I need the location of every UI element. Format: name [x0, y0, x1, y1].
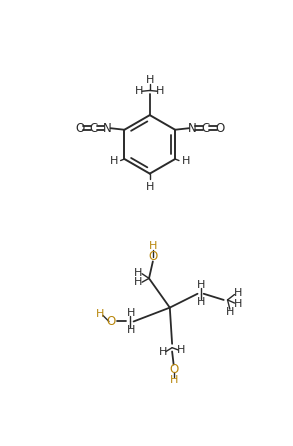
Text: H: H	[196, 280, 205, 290]
Text: H: H	[134, 277, 142, 287]
Text: H: H	[146, 182, 154, 192]
Text: H: H	[110, 156, 118, 165]
Text: H: H	[96, 309, 105, 319]
Text: H: H	[226, 307, 234, 317]
Text: H: H	[134, 268, 142, 278]
Text: O: O	[169, 363, 178, 376]
Text: H: H	[127, 325, 135, 335]
Text: H: H	[135, 86, 143, 96]
Text: H: H	[156, 86, 165, 96]
Text: C: C	[90, 122, 98, 135]
Text: H: H	[234, 299, 243, 309]
Text: C: C	[202, 122, 210, 135]
Text: H: H	[169, 375, 178, 385]
Text: H: H	[196, 297, 205, 307]
Text: H: H	[146, 75, 154, 86]
Text: H: H	[234, 288, 243, 298]
Text: O: O	[107, 315, 116, 328]
Text: O: O	[148, 250, 157, 263]
Text: H: H	[159, 347, 167, 357]
Text: N: N	[103, 122, 112, 135]
Text: O: O	[215, 122, 224, 135]
Text: H: H	[177, 345, 185, 355]
Text: N: N	[188, 122, 196, 135]
Text: H: H	[127, 308, 135, 318]
Text: O: O	[75, 122, 84, 135]
Text: H: H	[149, 241, 157, 251]
Text: H: H	[182, 156, 190, 165]
